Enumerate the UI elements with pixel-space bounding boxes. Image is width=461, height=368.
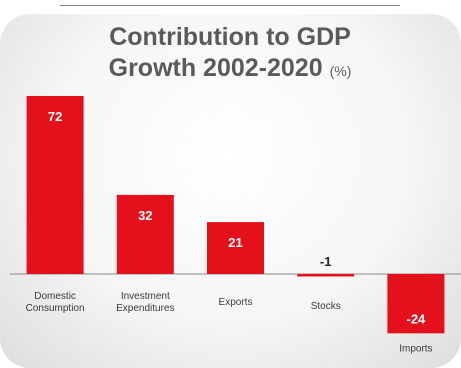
category-label: Exports bbox=[219, 297, 253, 308]
category-label-line: Exports bbox=[219, 297, 253, 308]
title-line-2: Growth 2002-2020 (%) bbox=[60, 53, 400, 87]
category-label-line: Stocks bbox=[311, 301, 341, 312]
top-rule bbox=[60, 5, 400, 6]
category-label: Investment Expenditures bbox=[116, 291, 174, 314]
bar bbox=[297, 274, 355, 277]
title-line-1: Contribution to GDP bbox=[109, 23, 351, 51]
category-label-line: Domestic bbox=[34, 291, 76, 302]
category-label-line: Investment bbox=[121, 291, 170, 302]
category-label: Stocks bbox=[311, 301, 341, 312]
data-label: 72 bbox=[48, 109, 62, 124]
category-label-line: Expenditures bbox=[116, 303, 174, 314]
bar bbox=[26, 96, 84, 274]
title-line-2-text: Growth 2002-2020 bbox=[108, 54, 323, 82]
data-label: -1 bbox=[320, 254, 332, 269]
data-label: 21 bbox=[228, 235, 242, 250]
category-label-line: Imports bbox=[399, 343, 432, 354]
category-label-line: Consumption bbox=[26, 303, 85, 314]
bar bbox=[116, 194, 174, 274]
chart-title: Contribution to GDP Growth 2002-2020 (%) bbox=[60, 22, 400, 87]
category-label: Domestic Consumption bbox=[26, 291, 85, 314]
bar bbox=[387, 274, 445, 334]
bar bbox=[207, 222, 264, 274]
data-label: -24 bbox=[407, 311, 427, 326]
category-label: Imports bbox=[399, 343, 432, 354]
data-label: 32 bbox=[138, 208, 152, 223]
title-unit: (%) bbox=[329, 63, 352, 79]
